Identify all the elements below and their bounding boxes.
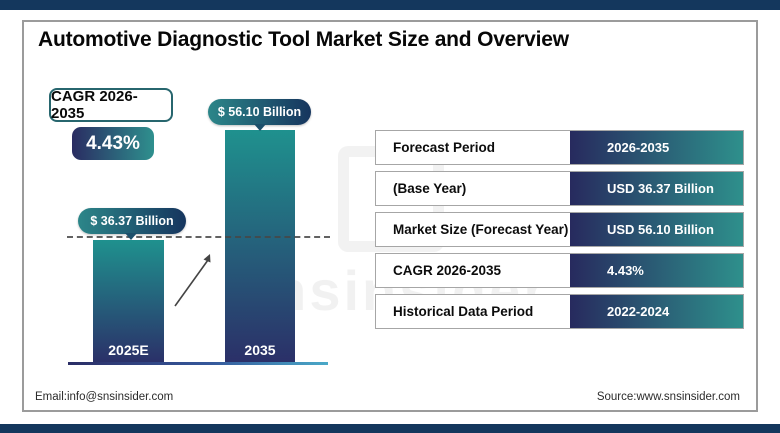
- table-row-label: Historical Data Period: [393, 304, 534, 319]
- dashed-reference-line: [67, 236, 330, 238]
- bar-2035: 2035: [225, 130, 295, 364]
- page-title: Automotive Diagnostic Tool Market Size a…: [38, 28, 569, 51]
- bar-2025e: 2025E: [93, 240, 164, 364]
- bar-category-label: 2035: [244, 342, 276, 358]
- content-frame: [22, 20, 758, 412]
- table-row: (Base Year) USD 36.37 Billion: [375, 171, 744, 206]
- table-row-label: CAGR 2026-2035: [393, 263, 502, 278]
- table-row-value: USD 56.10 Billion: [570, 213, 743, 246]
- source-text: Source:www.snsinsider.com: [596, 391, 740, 403]
- bar-category-label: 2025E: [108, 342, 149, 358]
- callout-pointer-icon: [125, 233, 137, 240]
- callout-pointer-icon: [254, 124, 266, 131]
- table-row: Forecast Period 2026-2035: [375, 130, 744, 165]
- cagr-value-badge: 4.43%: [72, 127, 154, 160]
- x-axis-baseline: [68, 362, 328, 365]
- table-row-label: Market Size (Forecast Year): [393, 222, 569, 237]
- top-brand-strip: [0, 0, 780, 10]
- bar-value-callout-2035: $ 56.10 Billion: [208, 99, 311, 125]
- summary-table: Forecast Period 2026-2035 (Base Year) US…: [375, 130, 744, 329]
- table-row-value: USD 36.37 Billion: [570, 172, 743, 205]
- growth-arrow-icon: [174, 254, 211, 307]
- table-row-value: 2026-2035: [570, 131, 743, 164]
- bottom-brand-strip: [0, 424, 780, 433]
- table-row: CAGR 2026-2035 4.43%: [375, 253, 744, 288]
- table-row: Market Size (Forecast Year) USD 56.10 Bi…: [375, 212, 744, 247]
- cagr-period-badge: CAGR 2026-2035: [49, 88, 173, 122]
- contact-email-text: Email:info@snsinsider.com: [35, 391, 174, 403]
- table-row-label: Forecast Period: [393, 140, 496, 155]
- table-row-value: 4.43%: [570, 254, 743, 287]
- table-row: Historical Data Period 2022-2024: [375, 294, 744, 329]
- table-row-value: 2022-2024: [570, 295, 743, 328]
- table-row-label: (Base Year): [393, 181, 467, 196]
- bar-value-callout-2025: $ 36.37 Billion: [78, 208, 186, 234]
